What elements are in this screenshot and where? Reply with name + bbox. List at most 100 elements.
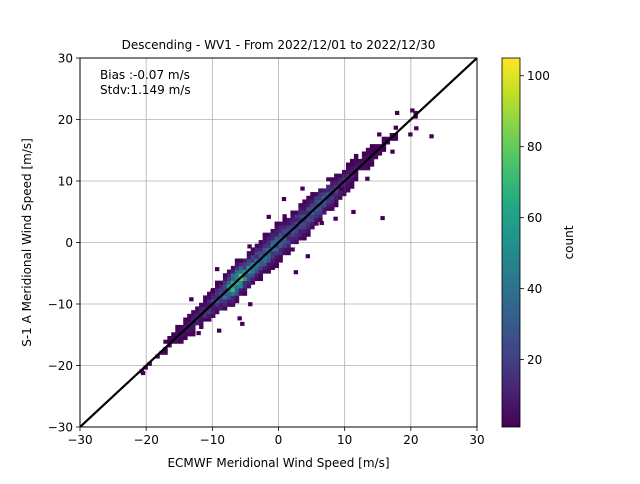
density-cell — [345, 162, 351, 167]
density-cell — [183, 332, 188, 337]
density-cell — [246, 251, 252, 256]
density-cell — [318, 214, 323, 219]
density-cell — [274, 258, 279, 263]
density-cell — [330, 177, 335, 182]
density-cell — [318, 217, 323, 222]
density-cell — [294, 221, 299, 226]
x-tick-label: 0 — [275, 433, 283, 447]
density-cell — [203, 306, 208, 311]
density-cell — [381, 147, 387, 152]
density-cell — [286, 225, 291, 230]
density-cell — [254, 251, 260, 256]
colorbar-tick-label: 100 — [527, 69, 550, 83]
density-cell — [266, 232, 271, 237]
density-cell — [338, 184, 343, 189]
density-cell — [314, 206, 319, 211]
outlier-cell — [333, 216, 338, 221]
density-cell — [175, 339, 180, 344]
density-cell — [258, 251, 264, 256]
density-cell — [179, 339, 184, 344]
density-cell — [207, 317, 212, 322]
density-cell — [334, 203, 339, 208]
density-cell — [349, 181, 355, 186]
density-cell — [258, 276, 264, 282]
density-cell — [294, 228, 299, 234]
density-cell — [349, 158, 355, 163]
density-cell — [230, 288, 236, 293]
density-cell — [254, 254, 260, 259]
density-cell — [230, 291, 236, 296]
density-cell — [234, 273, 240, 278]
density-cell — [306, 217, 311, 222]
density-cell — [246, 265, 252, 270]
density-cell — [242, 280, 248, 285]
density-cell — [191, 317, 196, 322]
density-cell — [238, 265, 244, 270]
density-cell — [282, 221, 287, 226]
density-cell — [195, 306, 200, 311]
density-cell — [290, 240, 295, 245]
density-cell — [270, 251, 275, 256]
density-cell — [361, 158, 367, 163]
density-cell — [238, 262, 244, 267]
density-cell — [373, 147, 379, 152]
density-cell — [218, 299, 224, 304]
density-cell — [314, 214, 319, 219]
outlier-cell — [353, 153, 359, 159]
density-cell — [218, 280, 224, 285]
density-cell — [342, 181, 347, 186]
density-cell — [242, 262, 248, 267]
density-cell — [234, 258, 240, 263]
density-cell — [266, 262, 271, 267]
density-cell — [318, 192, 323, 197]
density-cell — [349, 162, 355, 167]
density-cell — [294, 214, 299, 219]
density-cell — [230, 280, 236, 285]
density-cell — [242, 258, 248, 263]
density-cell — [282, 214, 287, 219]
density-cell — [342, 177, 347, 182]
density-cell — [334, 181, 339, 186]
density-cell — [278, 247, 283, 252]
density-cell — [318, 210, 323, 215]
colorbar-label: count — [562, 225, 576, 259]
density-cell — [369, 158, 375, 163]
density-cell — [207, 302, 212, 307]
density-cell — [306, 228, 311, 234]
density-cell — [222, 273, 228, 278]
density-cell — [262, 236, 267, 241]
density-cell — [330, 203, 335, 208]
density-cell — [298, 236, 303, 241]
density-cell — [381, 136, 387, 141]
density-cell — [322, 199, 327, 204]
density-cell — [314, 203, 319, 208]
density-cell — [322, 192, 327, 197]
density-cell — [195, 317, 200, 322]
density-cell — [349, 166, 355, 171]
density-cell — [381, 140, 387, 145]
density-cell — [306, 232, 311, 237]
density-cell — [326, 195, 331, 200]
density-cell — [167, 335, 172, 341]
density-cell — [278, 254, 283, 259]
density-cell — [203, 302, 208, 307]
density-cell — [214, 280, 220, 285]
density-cell — [342, 169, 347, 175]
density-cell — [262, 258, 267, 263]
density-cell — [353, 169, 359, 175]
outlier-cell — [266, 214, 271, 219]
density-cell — [345, 188, 351, 193]
density-cell — [278, 228, 283, 234]
density-cell — [214, 291, 220, 296]
density-cell — [290, 232, 295, 237]
density-cell — [203, 310, 208, 315]
density-cell — [326, 184, 331, 189]
outlier-cell — [196, 331, 201, 336]
density-cell — [222, 291, 228, 296]
density-cell — [250, 254, 256, 259]
density-cell — [163, 339, 168, 344]
density-cell — [187, 324, 192, 329]
density-cell — [226, 284, 232, 289]
density-cell — [242, 269, 248, 274]
density-cell — [306, 221, 311, 226]
